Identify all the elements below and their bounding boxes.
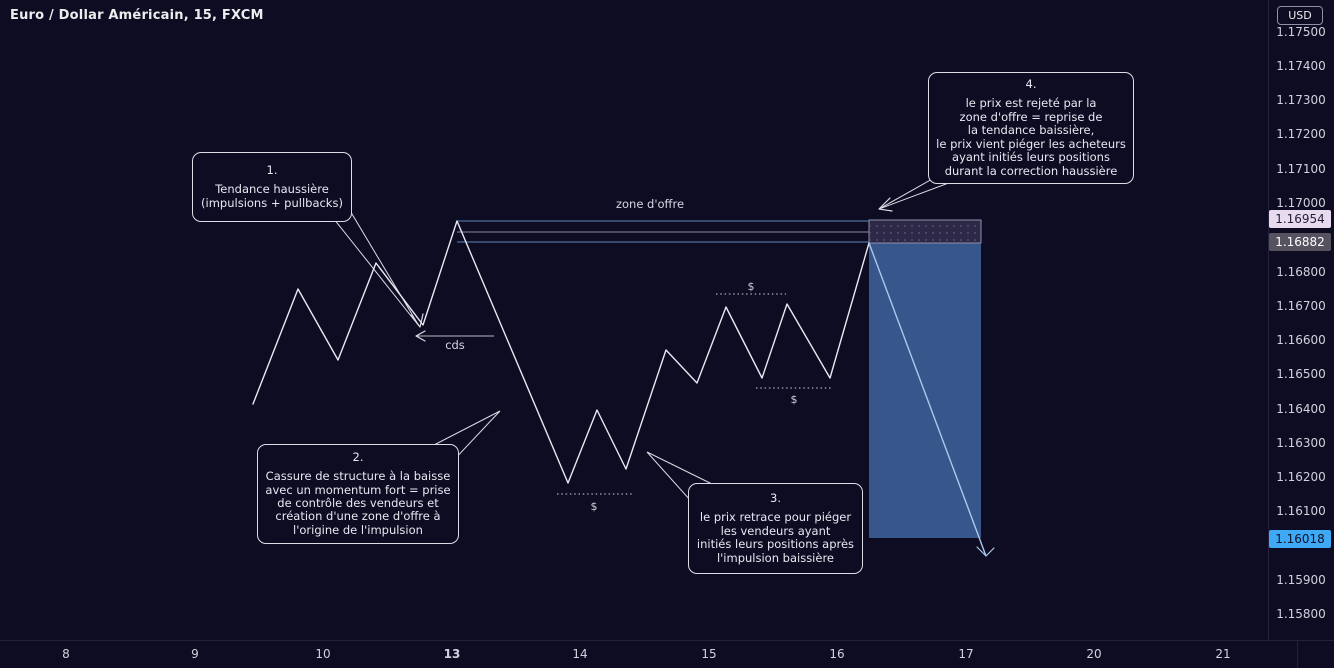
time-tick: 10 xyxy=(315,647,331,661)
symbol-title[interactable]: Euro / Dollar Américain, 15, FXCM xyxy=(10,8,264,23)
projection-arrowhead-icon xyxy=(976,546,995,557)
price-label-target: 1.16018 xyxy=(1269,530,1331,548)
price-tick: 1.17400 xyxy=(1276,59,1326,73)
price-tick: 1.16500 xyxy=(1276,367,1326,381)
dollar-label-2: $ xyxy=(791,393,798,406)
time-tick: 8 xyxy=(62,647,70,661)
projection-arrow-line[interactable] xyxy=(868,242,987,557)
callout-3-text: le prix retrace pour piéger les vendeurs… xyxy=(696,510,855,565)
time-axis-border xyxy=(0,640,1334,641)
callout-1-number: 1. xyxy=(266,162,278,177)
callout-3[interactable]: 3. le prix retrace pour piéger les vende… xyxy=(688,483,863,574)
price-axis-border xyxy=(1268,0,1269,640)
price-tick: 1.17000 xyxy=(1276,196,1326,210)
price-tick: 1.16100 xyxy=(1276,504,1326,518)
callout-2-number: 2. xyxy=(352,449,364,464)
supply-zone-label: zone d'offre xyxy=(616,197,684,211)
price-tick: 1.16400 xyxy=(1276,402,1326,416)
cds-arrowhead-icon xyxy=(415,330,426,342)
currency-badge[interactable]: USD xyxy=(1277,6,1323,25)
price-tick: 1.16600 xyxy=(1276,333,1326,347)
supply-zone-box-texture xyxy=(869,220,981,243)
dollar-label-1: $ xyxy=(748,280,755,293)
time-tick: 21 xyxy=(1215,647,1231,661)
time-tick: 14 xyxy=(572,647,588,661)
price-label-supply-bottom: 1.16882 xyxy=(1269,233,1331,251)
time-tick: 15 xyxy=(701,647,717,661)
price-tick: 1.16200 xyxy=(1276,470,1326,484)
price-tick: 1.16800 xyxy=(1276,265,1326,279)
time-tick: 9 xyxy=(191,647,199,661)
axis-corner-border xyxy=(1297,640,1298,668)
callout-4[interactable]: 4. le prix est rejeté par la zone d'offr… xyxy=(928,72,1134,184)
callout-4-text: le prix est rejeté par la zone d'offre =… xyxy=(936,96,1126,178)
callout-3-number: 3. xyxy=(770,490,781,505)
time-tick: 20 xyxy=(1086,647,1102,661)
price-tick: 1.17200 xyxy=(1276,127,1326,141)
price-tick: 1.17100 xyxy=(1276,162,1326,176)
dollar-label-3: $ xyxy=(591,500,598,513)
time-tick: 17 xyxy=(958,647,974,661)
price-tick: 1.17500 xyxy=(1276,25,1326,39)
price-tick: 1.17300 xyxy=(1276,93,1326,107)
callout-1-arrowhead-icon xyxy=(410,313,424,328)
price-label-supply-top: 1.16954 xyxy=(1269,210,1331,228)
price-tick: 1.16700 xyxy=(1276,299,1326,313)
time-tick: 13 xyxy=(443,647,461,661)
callout-1[interactable]: 1. Tendance haussière (impulsions + pull… xyxy=(192,152,352,222)
price-tick: 1.16300 xyxy=(1276,436,1326,450)
price-tick: 1.15900 xyxy=(1276,573,1326,587)
callout-4-arrowhead-icon xyxy=(878,197,893,212)
cds-label: cds xyxy=(445,338,465,352)
price-path-line[interactable] xyxy=(252,220,870,484)
time-tick: 16 xyxy=(829,647,845,661)
callout-1-text: Tendance haussière (impulsions + pullbac… xyxy=(201,182,343,210)
price-tick: 1.15800 xyxy=(1276,607,1326,621)
callout-4-number: 4. xyxy=(1025,77,1037,92)
callout-2-text: Cassure de structure à la baisse avec un… xyxy=(265,469,451,537)
callout-2[interactable]: 2. Cassure de structure à la baisse avec… xyxy=(257,444,459,544)
